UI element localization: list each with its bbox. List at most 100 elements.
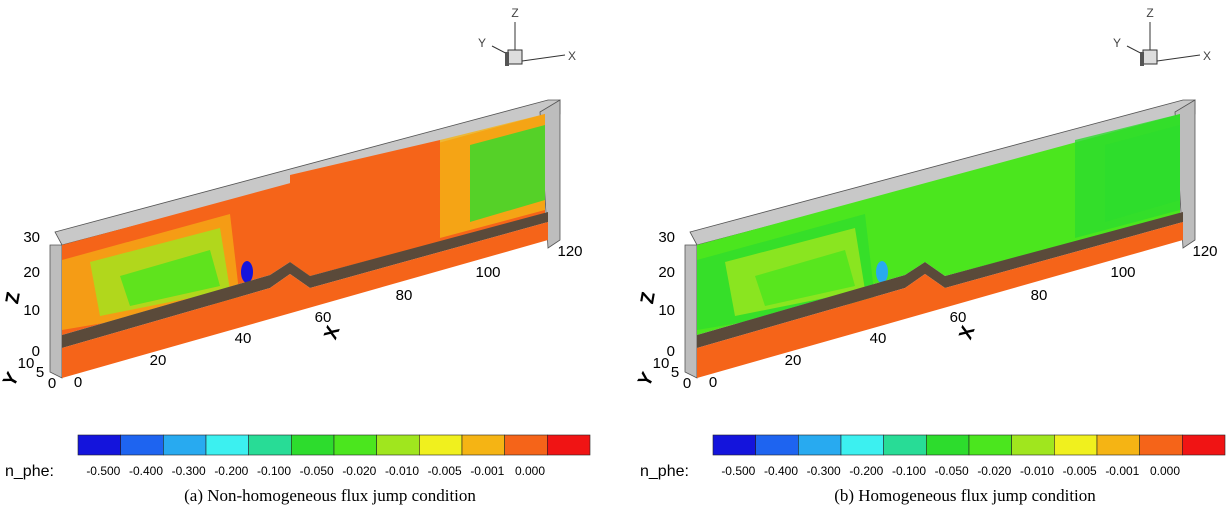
z-tick-label: 20 (23, 264, 40, 281)
colorbar-cell (1139, 434, 1183, 456)
z-axis-label: Z (2, 290, 25, 305)
colorbar-cell (504, 434, 548, 456)
x-tick-label: 100 (1110, 264, 1135, 281)
colorbar-cell (1054, 434, 1098, 456)
colorbar-level: 0.000 (515, 464, 545, 478)
colorbar-level: -0.100 (892, 464, 926, 478)
colorbar-cell (291, 434, 335, 456)
colorbar-cell (376, 434, 420, 456)
colorbar-level: -0.050 (935, 464, 969, 478)
x-tick-label: 60 (950, 309, 967, 326)
triad-label: Z (1146, 6, 1153, 20)
triad-cube-side (1140, 52, 1144, 66)
colorbar-level: -0.200 (849, 464, 883, 478)
colorbar-cell (333, 434, 377, 456)
colorbar-level: -0.001 (1105, 464, 1139, 478)
field-patch (470, 125, 545, 222)
colorbar-cell (926, 434, 970, 456)
colorbar-cell (840, 434, 884, 456)
x-tick-label: 60 (315, 309, 332, 326)
z-tick-label: 10 (23, 302, 40, 319)
triad-label: Z (511, 6, 518, 20)
left-wall (49, 244, 63, 379)
colorbar-cell (461, 434, 505, 456)
colorbar-cell (883, 434, 927, 456)
triad-label: X (568, 49, 576, 63)
x-tick-label: 120 (1192, 243, 1217, 260)
colorbar-level: -0.400 (764, 464, 798, 478)
z-tick-label: 10 (658, 302, 675, 319)
colorbar-cell (120, 434, 164, 456)
field-spot (876, 261, 888, 283)
colorbar-level: -0.001 (470, 464, 504, 478)
triad-axis (514, 54, 566, 63)
x-tick-label: 80 (1031, 287, 1048, 304)
colorbar-level: -0.100 (257, 464, 291, 478)
colorbar-cell (163, 434, 207, 456)
z-tick-label: 0 (32, 343, 40, 360)
x-tick-label: 20 (150, 352, 167, 369)
y-tick-label: 10 (18, 355, 35, 372)
triad-cube-side (505, 52, 509, 66)
colorbar-level: -0.400 (129, 464, 163, 478)
field-patch (290, 140, 440, 276)
triad-cube (1142, 49, 1158, 65)
colorbar-cell (248, 434, 292, 456)
triad-label: Y (478, 36, 486, 50)
y-tick-label: 0 (683, 375, 691, 392)
x-axis-label: X (956, 323, 980, 342)
z-axis-label: Z (637, 290, 660, 305)
colorbar-cell (1096, 434, 1140, 456)
field-patch (1105, 125, 1180, 222)
colorbar-level: -0.300 (172, 464, 206, 478)
porous-layer (697, 212, 1183, 348)
colorbar-level: -0.010 (1020, 464, 1054, 478)
x-tick-label: 40 (235, 330, 252, 347)
y-tick-label: 0 (48, 375, 56, 392)
colorbar-level: -0.500 (86, 464, 120, 478)
field-spot (241, 261, 253, 283)
triad-label: Y (1113, 36, 1121, 50)
colorbar-cell (77, 434, 121, 456)
triad-axis (1149, 54, 1201, 63)
y-tick-label: 5 (36, 364, 44, 381)
porous-layer (62, 212, 548, 348)
x-tick-label: 100 (475, 264, 500, 281)
colorbar-level: -0.500 (721, 464, 755, 478)
colorbar-label: n_phe: (640, 463, 689, 480)
colorbar-level: -0.020 (977, 464, 1011, 478)
y-tick-label: 5 (671, 364, 679, 381)
field-patch (755, 250, 855, 306)
triad-label: X (1203, 49, 1211, 63)
solid-base (62, 222, 548, 378)
field-patch (120, 250, 220, 306)
colorbar-level: -0.020 (342, 464, 376, 478)
colorbar-cell (1011, 434, 1055, 456)
colorbar-level: -0.010 (385, 464, 419, 478)
colorbar-cell (755, 434, 799, 456)
y-axis-label: Y (634, 369, 659, 391)
left-wall (684, 244, 698, 379)
colorbar-cell (205, 434, 249, 456)
x-tick-label: 20 (785, 352, 802, 369)
x-tick-label: 0 (709, 374, 717, 391)
colorbar-cell (547, 434, 591, 456)
colorbar-level: -0.300 (807, 464, 841, 478)
caption: (b) Homogeneous flux jump condition (834, 486, 1096, 505)
colorbar-level: -0.050 (300, 464, 334, 478)
colorbar-cell (968, 434, 1012, 456)
x-axis-label: X (321, 323, 345, 342)
solid-base (697, 222, 1183, 378)
colorbar-cell (1182, 434, 1226, 456)
z-tick-label: 30 (23, 229, 40, 246)
z-tick-label: 0 (667, 343, 675, 360)
x-tick-label: 0 (74, 374, 82, 391)
colorbar-cell (712, 434, 756, 456)
colorbar-label: n_phe: (5, 463, 54, 480)
y-tick-label: 10 (653, 355, 670, 372)
x-tick-label: 80 (396, 287, 413, 304)
colorbar-level: 0.000 (1150, 464, 1180, 478)
colorbar-level: -0.005 (1063, 464, 1097, 478)
